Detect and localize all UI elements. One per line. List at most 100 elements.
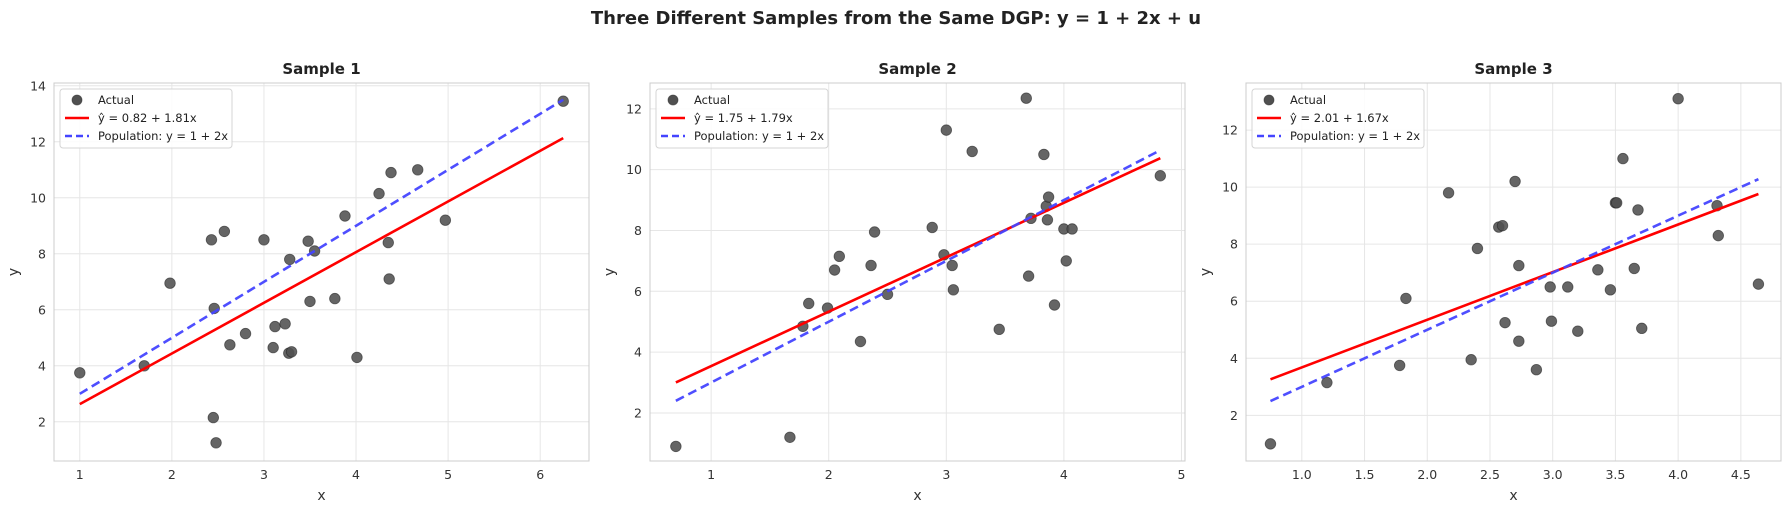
data-point — [946, 259, 958, 272]
y-tick-label: 4 — [1230, 351, 1238, 366]
x-tick-label: 2 — [825, 467, 833, 482]
data-point — [285, 346, 298, 358]
data-point — [1636, 322, 1648, 335]
data-point — [269, 320, 281, 333]
data-point — [279, 318, 291, 330]
data-point — [1499, 316, 1511, 329]
figure-title: Three Different Samples from the Same DG… — [591, 8, 1201, 29]
population-line — [675, 149, 1161, 402]
data-point — [1509, 175, 1521, 188]
legend: Actual ŷ = 0.82 + 1.81x Population: y = 1 … — [59, 88, 233, 149]
x-tick-label: 1.0 — [1292, 467, 1312, 482]
plot-frame — [53, 82, 590, 462]
legend-box — [59, 88, 233, 149]
legend: Actual ŷ = 1.75 + 1.79x Population: y = 1 … — [655, 88, 829, 149]
data-point — [1752, 278, 1765, 290]
y-tick-label: 10 — [30, 190, 46, 205]
y-tick-label: 2 — [1230, 408, 1238, 423]
y-axis-label: y — [602, 268, 618, 276]
population-line — [79, 98, 564, 395]
legend-marker-actual — [1263, 94, 1275, 106]
subplot-3: 1.0 1.5 2.0 2.5 3.0 3.5 4.0 4.5 2 4 6 8 10 12 Sample 3… — [1198, 60, 1782, 504]
data-point — [1038, 148, 1050, 161]
data-point — [833, 250, 846, 263]
legend-label: Population: y = 1 + 2x — [1290, 129, 1420, 143]
data-point — [1712, 229, 1724, 242]
data-point — [224, 339, 236, 351]
data-point — [926, 221, 938, 234]
legend-box — [1251, 88, 1425, 149]
data-point — [1604, 284, 1617, 296]
data-point — [412, 164, 424, 176]
data-point — [1545, 315, 1558, 327]
data-point — [1041, 214, 1054, 226]
data-point — [1264, 438, 1277, 450]
data-point — [868, 226, 881, 238]
y-tick-label: 6 — [634, 284, 642, 299]
x-tick-label: 1 — [76, 467, 84, 482]
y-tick-label: 12 — [30, 134, 46, 149]
data-point — [258, 234, 270, 246]
y-tick-label: 12 — [1222, 123, 1238, 138]
legend-label: Population: y = 1 + 2x — [694, 129, 824, 143]
y-tick-label: 2 — [38, 414, 46, 429]
data-point — [339, 210, 351, 222]
data-point — [1471, 242, 1484, 255]
y-tick-label: 6 — [1230, 294, 1238, 309]
data-point — [373, 187, 385, 200]
data-point — [1513, 259, 1525, 272]
data-point — [1530, 364, 1543, 376]
data-point — [1572, 325, 1584, 337]
y-tick-label: 4 — [38, 358, 46, 373]
data-point — [1442, 187, 1455, 199]
data-point — [1672, 92, 1684, 105]
plot-frame — [1245, 82, 1782, 462]
data-point — [1400, 292, 1412, 305]
legend-label: Population: y = 1 + 2x — [98, 129, 228, 143]
x-tick-label: 4.5 — [1731, 467, 1751, 482]
x-tick-label: 3 — [942, 467, 950, 482]
data-point — [865, 259, 877, 272]
subplot-title: Sample 1 — [282, 60, 360, 78]
data-point — [207, 411, 220, 424]
data-point — [670, 440, 682, 453]
x-tick-label: 5 — [444, 467, 452, 482]
y-tick-label: 8 — [1230, 237, 1238, 252]
x-tick-label: 4 — [352, 467, 360, 482]
data-point — [329, 292, 341, 305]
x-tick-label: 4.0 — [1668, 467, 1688, 482]
y-tick-label: 4 — [634, 345, 642, 360]
data-point — [239, 327, 252, 340]
data-point — [383, 273, 395, 285]
data-point — [1393, 359, 1406, 372]
data-point — [1592, 264, 1604, 276]
data-point — [1513, 335, 1525, 347]
data-point — [1321, 376, 1333, 389]
data-point — [1154, 170, 1167, 182]
data-point — [940, 124, 953, 136]
data-point — [1022, 270, 1035, 282]
data-point — [267, 341, 279, 354]
y-tick-label: 10 — [626, 162, 642, 177]
data-point — [302, 235, 314, 247]
data-point — [1496, 219, 1509, 232]
x-tick-label: 3 — [260, 467, 268, 482]
y-tick-label: 8 — [634, 223, 642, 238]
data-layer — [1264, 92, 1765, 450]
y-tick-label: 8 — [38, 246, 46, 261]
x-tick-label: 1 — [707, 467, 715, 482]
data-point — [205, 234, 218, 246]
fitted-line — [79, 136, 564, 406]
data-point — [803, 297, 815, 310]
data-point — [1066, 223, 1078, 235]
data-point — [1048, 299, 1061, 311]
x-tick-label: 4 — [1060, 467, 1068, 482]
data-layer — [670, 92, 1167, 453]
x-tick-label: 2.5 — [1480, 467, 1500, 482]
data-point — [304, 295, 316, 308]
y-tick-label: 10 — [1222, 180, 1238, 195]
data-point — [218, 225, 231, 238]
data-point — [385, 166, 397, 179]
